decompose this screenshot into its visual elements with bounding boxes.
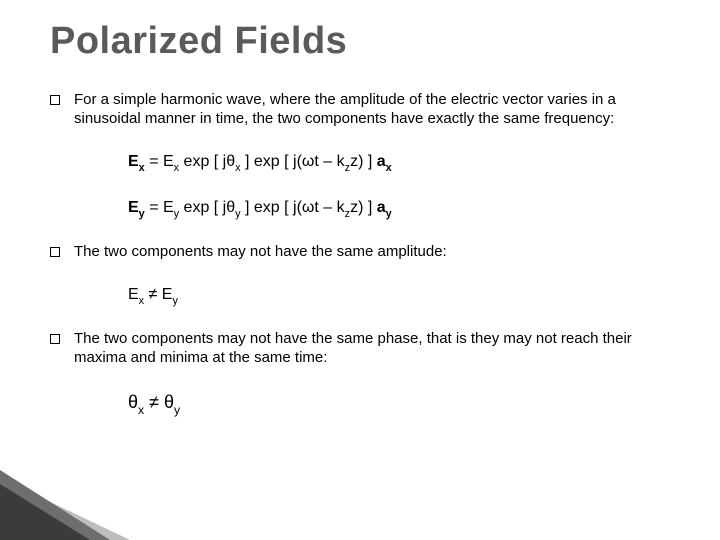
eq-op: ≠ (144, 286, 162, 303)
eq-rsub: y (174, 403, 180, 417)
eq-rhs-sub: x (174, 162, 179, 174)
bullet-item: The two components may not have the same… (50, 330, 670, 368)
eq-k-sub: z (345, 208, 350, 220)
eq-text-c: z) ] (350, 199, 377, 216)
bullet-marker-icon (50, 247, 60, 257)
eq-op: ≠ (144, 392, 164, 412)
bullet-text: For a simple harmonic wave, where the am… (74, 91, 670, 129)
equation-ey: Ey = Ey exp [ jθy ] exp [ j(ωt – kzz) ] … (128, 197, 670, 221)
slide: Polarized Fields For a simple harmonic w… (0, 0, 720, 540)
eq-equals: = (149, 153, 163, 170)
eq-text-c: z) ] (350, 153, 377, 170)
eq-rhs-var: E (163, 153, 174, 170)
eq-unit-sub: y (386, 208, 392, 220)
eq-text-b: ] exp [ j(ωt – k (241, 199, 345, 216)
eq-unit-sub: x (386, 162, 392, 174)
page-title: Polarized Fields (50, 20, 670, 63)
eq-text-b: ] exp [ j(ωt – k (241, 153, 345, 170)
eq-unit: a (377, 153, 386, 170)
bullet-text: The two components may not have the same… (74, 243, 670, 262)
eq-lvar: E (128, 286, 139, 303)
equation-amp-neq: Ex ≠ Ey (128, 284, 670, 308)
eq-lhs-var: E (128, 199, 139, 216)
eq-equals: = (149, 199, 163, 216)
eq-unit: a (377, 199, 386, 216)
eq-rvar: θ (164, 392, 174, 412)
eq-text-a: exp [ jθ (179, 153, 235, 170)
eq-lsub: x (138, 403, 144, 417)
eq-lsub: x (139, 295, 144, 307)
bullet-marker-icon (50, 334, 60, 344)
eq-lvar: θ (128, 392, 138, 412)
eq-rhs-sub: y (174, 208, 179, 220)
eq-rhs-var: E (163, 199, 174, 216)
eq-theta-sub: x (235, 162, 240, 174)
eq-theta-sub: y (235, 208, 240, 220)
eq-lhs-sub: x (139, 162, 145, 174)
bullet-marker-icon (50, 95, 60, 105)
equation-ex: Ex = Ex exp [ jθx ] exp [ j(ωt – kzz) ] … (128, 151, 670, 175)
eq-rsub: y (172, 295, 177, 307)
eq-lhs-var: E (128, 153, 139, 170)
bullet-item: The two components may not have the same… (50, 243, 670, 262)
corner-decoration-icon (0, 470, 130, 540)
eq-text-a: exp [ jθ (179, 199, 235, 216)
bullet-item: For a simple harmonic wave, where the am… (50, 91, 670, 129)
equation-phase-neq: θx ≠ θy (128, 390, 670, 418)
eq-lhs-sub: y (139, 208, 145, 220)
eq-rvar: E (162, 286, 173, 303)
bullet-text: The two components may not have the same… (74, 330, 670, 368)
eq-k-sub: z (345, 162, 350, 174)
